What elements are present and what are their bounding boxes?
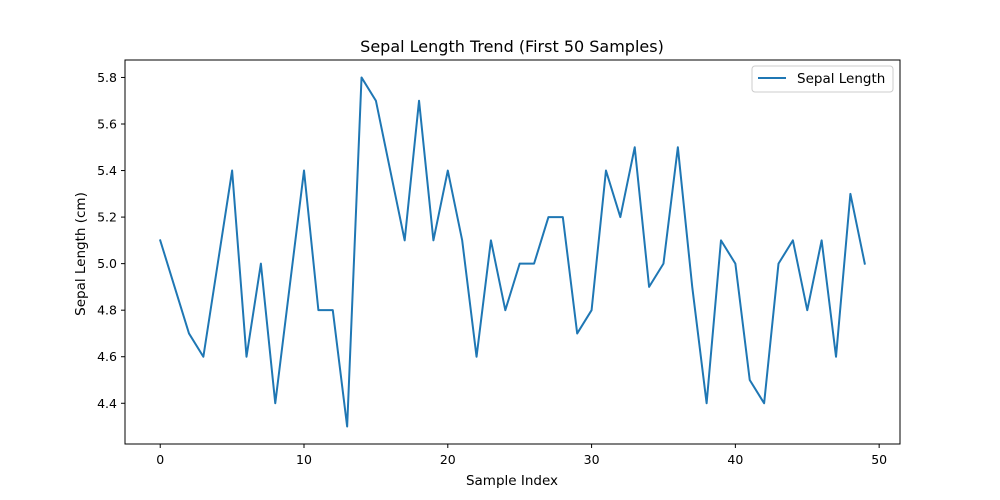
y-tick-label: 4.4 bbox=[97, 396, 117, 411]
legend-label: Sepal Length bbox=[797, 71, 885, 87]
y-tick-label: 5.4 bbox=[97, 163, 117, 178]
legend-box bbox=[751, 65, 894, 93]
x-tick-label: 20 bbox=[440, 452, 456, 467]
y-tick-label: 5.8 bbox=[97, 70, 117, 85]
chart-title: Sepal Length Trend (First 50 Samples) bbox=[360, 37, 664, 56]
plot-area bbox=[124, 59, 901, 445]
y-tick-label: 5.0 bbox=[97, 256, 117, 271]
y-axis-label: Sepal Length (cm) bbox=[73, 192, 89, 316]
y-tick-label: 4.6 bbox=[97, 349, 117, 364]
x-tick-label: 30 bbox=[584, 452, 600, 467]
axes-frame bbox=[124, 59, 901, 445]
legend: Sepal Length bbox=[751, 65, 894, 93]
x-tick-label: 10 bbox=[296, 452, 312, 467]
x-tick-label: 40 bbox=[727, 452, 743, 467]
x-axis-label: Sample Index bbox=[466, 473, 558, 489]
y-tick-label: 4.8 bbox=[97, 303, 117, 318]
x-axis-ticks: 0 10 20 30 40 50 bbox=[156, 444, 887, 467]
y-axis-ticks: 4.4 4.6 4.8 5.0 5.2 5.4 5.6 5.8 bbox=[97, 70, 125, 411]
y-tick-label: 5.6 bbox=[97, 117, 117, 132]
y-tick-label: 5.2 bbox=[97, 210, 117, 225]
x-tick-label: 0 bbox=[156, 452, 164, 467]
series-line-sepal-length bbox=[158, 76, 866, 428]
x-tick-label: 50 bbox=[871, 452, 887, 467]
